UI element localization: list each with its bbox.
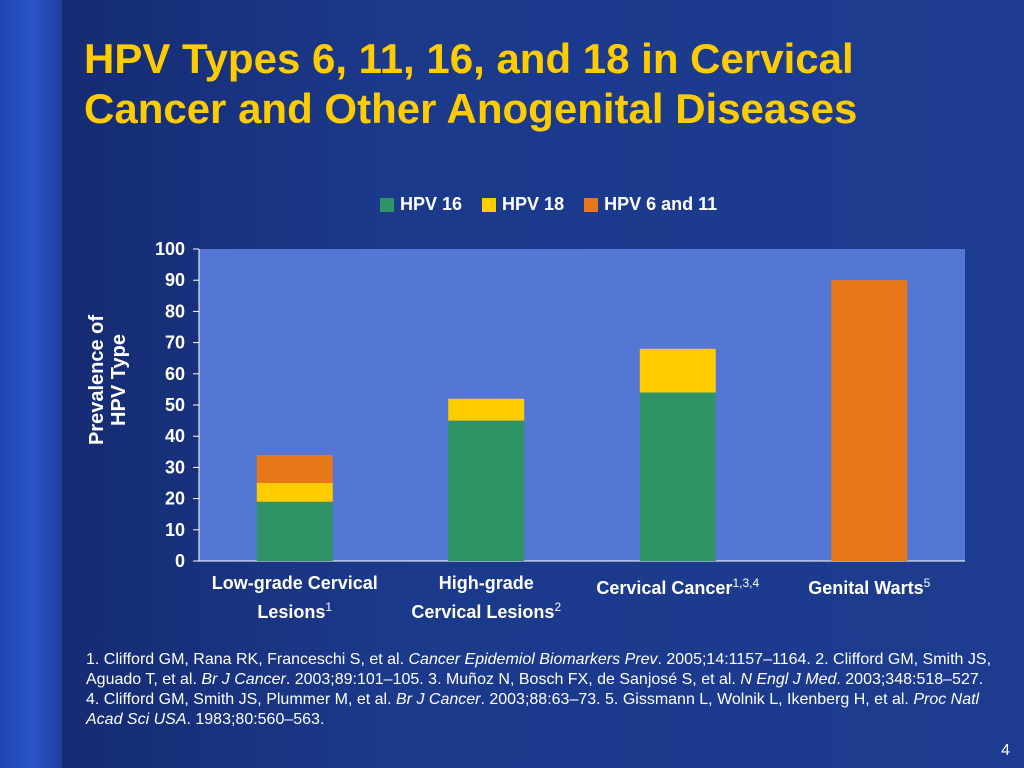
citation-superscript: 1 (325, 600, 333, 614)
bar-segment-hpv-18 (448, 398, 525, 421)
legend-swatch-hpv6-11 (584, 197, 599, 212)
x-tick-label: Cervical Cancer1,3,4 (568, 571, 788, 600)
reference-journal: Br J Cancer (201, 671, 286, 688)
legend-label-hpv6-11: HPV 6 and 11 (604, 194, 718, 214)
reference-text: . 2003;348:518–527. 4. Clifford GM, Smit… (86, 671, 984, 708)
bar-segment-hpv-6-and-11 (831, 280, 908, 561)
left-accent-bar (0, 0, 62, 768)
y-tick-label: 60 (165, 364, 185, 384)
y-tick-label: 40 (165, 426, 185, 446)
x-tick-label-line-2: Lesions1 (257, 600, 333, 622)
y-tick-label: 50 (165, 395, 185, 415)
legend-item-hpv16: HPV 16 (380, 194, 462, 215)
chart-legend: HPV 16 HPV 18 HPV 6 and 11 (380, 194, 717, 215)
legend-label-hpv18: HPV 18 (502, 194, 565, 214)
y-tick-label: 10 (165, 520, 185, 540)
reference-text: . 2003;88:63–73. 5. Gissmann L, Wolnik L… (480, 691, 914, 708)
reference-text: 1. Clifford GM, Rana RK, Franceschi S, e… (86, 651, 409, 668)
reference-journal: Cancer Epidemiol Biomarkers Prev (408, 651, 658, 668)
bar-segment-hpv-18 (256, 483, 333, 502)
title-line-2: Cancer and Other Anogenital Diseases (84, 85, 858, 132)
references: 1. Clifford GM, Rana RK, Franceschi S, e… (86, 650, 996, 730)
bar-segment-hpv-18 (639, 348, 716, 393)
reference-text: . 2003;89:101–105. 3. Muñoz N, Bosch FX,… (285, 671, 741, 688)
reference-journal: Proc Natl Acad Sci USA (86, 691, 980, 728)
x-tick-label-line-1: Cervical Cancer1,3,4 (596, 576, 760, 598)
reference-text: . 2005;14:1157–1164. 2. Clifford GM, Smi… (86, 651, 992, 688)
citation-superscript: 2 (554, 600, 562, 614)
title-line-1: HPV Types 6, 11, 16, and 18 in Cervical (84, 35, 854, 82)
legend-swatch-hpv16 (380, 197, 394, 212)
x-tick-label-line-1: Genital Warts5 (808, 576, 931, 598)
y-tick-label: 0 (175, 551, 185, 571)
bar-segment-hpv-16 (639, 392, 716, 561)
citation-superscript: 1,3,4 (732, 576, 760, 590)
reference-journal: Br J Cancer (396, 691, 481, 708)
x-tick-label-line-1: High-grade (438, 573, 534, 593)
y-tick-label: 20 (165, 489, 185, 509)
x-tick-label: Low-grade Cervical Lesions1 (185, 571, 405, 624)
slide-title: HPV Types 6, 11, 16, and 18 in Cervical … (84, 34, 1004, 134)
x-tick-label-line-1: Low-grade Cervical (211, 573, 378, 593)
bar-segment-hpv-16 (448, 420, 525, 561)
x-tick-label-line-2: Cervical Lesions2 (411, 600, 562, 622)
y-tick-label: 100 (155, 239, 185, 259)
reference-journal: N Engl J Med (740, 671, 837, 688)
page-number: 4 (1001, 742, 1010, 759)
legend-label-hpv16: HPV 16 (400, 194, 463, 214)
bar-segment-hpv-6-and-11 (256, 454, 333, 483)
y-tick-label: 70 (165, 333, 185, 353)
y-tick-label: 80 (165, 301, 185, 321)
citation-superscript: 5 (923, 576, 931, 590)
x-tick-label: High-grade Cervical Lesions2 (376, 571, 596, 624)
x-tick-label: Genital Warts5 (759, 571, 979, 600)
legend-item-hpv6-11: HPV 6 and 11 (584, 194, 717, 215)
legend-swatch-hpv18 (482, 197, 497, 212)
y-tick-label: 30 (165, 457, 185, 477)
y-tick-label: 90 (165, 270, 185, 290)
bar-segment-hpv-16 (256, 501, 333, 561)
legend-item-hpv18: HPV 18 (482, 194, 564, 215)
reference-text: . 1983;80:560–563. (186, 711, 325, 728)
